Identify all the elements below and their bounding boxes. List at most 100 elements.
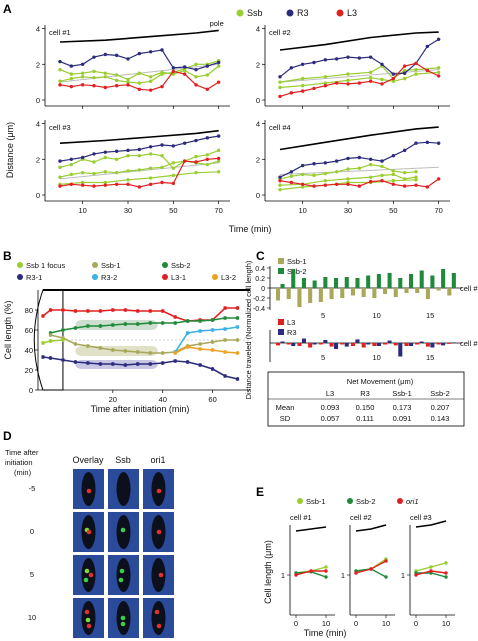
ssb-line-point [126, 178, 130, 182]
d-row-label: -5 [29, 484, 36, 493]
bar-ssb2 [430, 275, 435, 288]
ssb-line-point [402, 170, 407, 175]
r3-line-point [160, 48, 164, 52]
l3-line-point [216, 80, 221, 84]
bar-l3 [350, 343, 356, 346]
r3-line-point [92, 152, 96, 156]
ssb-line-point [414, 178, 418, 182]
series-point [148, 351, 152, 355]
l3-line-point [414, 61, 418, 66]
legend-c-label: L3 [287, 318, 295, 327]
r3-line-point [289, 170, 294, 174]
series-point [123, 349, 127, 353]
pole-line [59, 29, 219, 43]
x-axis-label: cell # [460, 284, 478, 293]
l3-line-point [148, 88, 153, 92]
x-tick-label: 50 [389, 206, 397, 215]
bar-ssb1 [436, 288, 441, 291]
ssb-line-point [414, 170, 418, 174]
r3-line-point [80, 62, 85, 66]
y-tick-label: -0.4 [253, 306, 265, 313]
ssb-line-point [114, 73, 119, 77]
ssb-line-point [126, 77, 130, 82]
table-cell: 0.150 [356, 403, 375, 412]
bar-ssb2 [419, 270, 424, 288]
ssb-line-point [323, 179, 328, 183]
series-point [161, 361, 165, 365]
ssb-line-point [126, 154, 130, 158]
legend-c-swatch [278, 329, 284, 335]
series-point [235, 377, 240, 381]
r3-line-point [216, 134, 221, 138]
bar-ssb2 [344, 277, 349, 288]
r3-line-point [436, 141, 441, 145]
ssb-line-point [103, 155, 108, 160]
ssb-line-point [436, 66, 441, 70]
e-cell-3: cell #310 10 [401, 513, 455, 628]
series-point [48, 356, 53, 360]
series-point [186, 360, 190, 364]
r3-line-point [380, 159, 384, 163]
ssb-line-point [103, 71, 108, 75]
ori-line-point [384, 559, 388, 563]
ssb-line-point [126, 169, 130, 173]
r3-line-point [148, 50, 153, 54]
r3-line-point [391, 72, 396, 76]
r3-line-point [346, 55, 350, 59]
r3-line-point [103, 150, 108, 154]
series-point [223, 327, 227, 331]
l3-line-point [171, 69, 176, 74]
l3-line-point [194, 160, 198, 164]
table-cell: 0.173 [393, 403, 412, 412]
bar-ssb1 [393, 288, 398, 297]
e-cell-title: cell #2 [350, 513, 372, 522]
x-tick-label: 0 [294, 619, 298, 628]
bar-ssb2 [387, 273, 392, 288]
bar-r3 [451, 342, 456, 343]
r3-line-point [126, 57, 130, 61]
ssb-line-point [357, 166, 362, 170]
cell-silhouette [116, 558, 131, 592]
series-point [86, 324, 90, 328]
ssb-line-point [103, 170, 108, 174]
bar-ssb2 [451, 273, 456, 288]
ssb-line-point [300, 172, 305, 177]
bar-l3 [436, 343, 441, 345]
l3-line-point [114, 182, 119, 186]
series-point [161, 351, 165, 355]
legend-b-marker [212, 274, 218, 280]
ssb-line-point [334, 170, 339, 174]
r3-line-point [194, 67, 198, 72]
l3-line-point [69, 84, 74, 89]
r3-line-point [137, 147, 142, 152]
l3-line-point [160, 84, 164, 89]
bar-r3 [366, 343, 371, 345]
d-row-label: 5 [30, 570, 34, 579]
l3-line-point [80, 183, 85, 187]
legend-b-label: Ssb-1 [101, 261, 121, 270]
ssb-line-point [58, 79, 62, 83]
series-point [210, 348, 215, 352]
l3-line-point [58, 184, 62, 188]
l3-line-point [357, 184, 362, 188]
table-header: Ssb-1 [392, 389, 412, 398]
ssb2-line-point [384, 575, 388, 579]
y-tick-label: 2 [256, 155, 260, 164]
l3-line-point [289, 180, 294, 185]
legend-b-label: Ssb 1 focus [26, 261, 65, 270]
r3-line-point [357, 56, 362, 60]
d-col-label: ori1 [150, 455, 165, 465]
panel-b-ylabel: Cell length (%) [3, 300, 13, 359]
legend-b-marker [92, 274, 98, 280]
ssb-line-point [103, 75, 108, 79]
series-point [123, 308, 127, 312]
r3-line-point [80, 155, 85, 160]
d-row-label: 0 [30, 527, 34, 536]
r3-line-point [278, 75, 282, 79]
panel-a-xlabel: Time (min) [229, 224, 272, 234]
fluorescent-focus [86, 488, 92, 494]
ssb-line-point [80, 180, 85, 185]
series-point [86, 344, 90, 348]
bar-ssb2 [312, 280, 317, 288]
ssb-line-point [278, 183, 282, 187]
